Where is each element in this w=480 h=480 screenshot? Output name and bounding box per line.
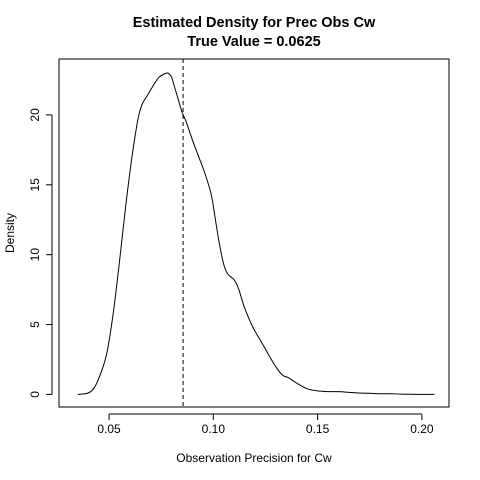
density-curve — [78, 73, 435, 394]
y-axis: 0 5 10 15 20 — [28, 108, 52, 398]
x-axis-label: Observation Precision for Cw — [176, 451, 332, 465]
y-tick-label: 0 — [28, 391, 42, 398]
x-tick-label: 0.10 — [202, 422, 226, 436]
x-tick-label: 0.05 — [97, 422, 121, 436]
y-tick-label: 15 — [28, 178, 42, 192]
x-tick-label: 0.20 — [410, 422, 434, 436]
x-axis: 0.05 0.10 0.15 0.20 — [97, 414, 434, 436]
chart-subtitle: True Value = 0.0625 — [187, 34, 320, 50]
y-tick-label: 10 — [28, 248, 42, 262]
y-tick-label: 5 — [28, 321, 42, 328]
x-tick-label: 0.15 — [306, 422, 330, 436]
y-tick-label: 20 — [28, 108, 42, 122]
chart-title: Estimated Density for Prec Obs Cw — [133, 15, 376, 31]
plot-frame — [59, 59, 449, 407]
y-axis-label: Density — [3, 213, 17, 253]
